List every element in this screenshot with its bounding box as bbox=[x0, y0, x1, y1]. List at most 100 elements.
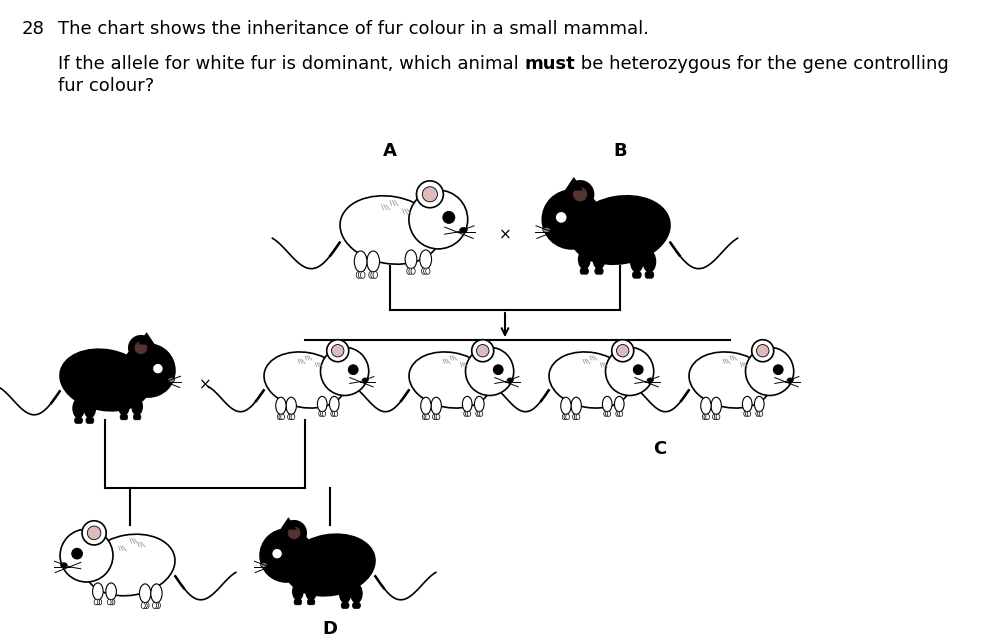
Ellipse shape bbox=[78, 417, 83, 424]
Circle shape bbox=[572, 187, 587, 202]
Ellipse shape bbox=[141, 602, 145, 609]
Ellipse shape bbox=[84, 399, 96, 418]
Circle shape bbox=[82, 521, 106, 545]
Text: fur colour?: fur colour? bbox=[58, 77, 154, 95]
Ellipse shape bbox=[132, 398, 143, 415]
Ellipse shape bbox=[308, 599, 311, 605]
Ellipse shape bbox=[582, 268, 586, 274]
Ellipse shape bbox=[712, 414, 716, 420]
Circle shape bbox=[321, 347, 369, 396]
Ellipse shape bbox=[369, 272, 374, 278]
Ellipse shape bbox=[281, 414, 285, 420]
Ellipse shape bbox=[88, 417, 92, 424]
Ellipse shape bbox=[371, 272, 376, 278]
Ellipse shape bbox=[466, 411, 469, 417]
Ellipse shape bbox=[636, 272, 641, 278]
Ellipse shape bbox=[578, 250, 590, 269]
Ellipse shape bbox=[759, 411, 762, 417]
Ellipse shape bbox=[464, 411, 468, 417]
Ellipse shape bbox=[323, 411, 326, 417]
Circle shape bbox=[87, 526, 101, 540]
Ellipse shape bbox=[424, 268, 428, 274]
Circle shape bbox=[417, 181, 444, 208]
Ellipse shape bbox=[363, 378, 369, 382]
Circle shape bbox=[751, 339, 774, 362]
Circle shape bbox=[153, 364, 163, 374]
Ellipse shape bbox=[276, 397, 286, 415]
Circle shape bbox=[409, 190, 468, 249]
Ellipse shape bbox=[742, 396, 752, 412]
Ellipse shape bbox=[634, 272, 639, 278]
Ellipse shape bbox=[333, 411, 336, 417]
Ellipse shape bbox=[468, 411, 471, 417]
Ellipse shape bbox=[341, 602, 346, 609]
Ellipse shape bbox=[373, 272, 378, 278]
Circle shape bbox=[555, 212, 567, 223]
Circle shape bbox=[272, 549, 283, 559]
Circle shape bbox=[633, 365, 643, 375]
Ellipse shape bbox=[140, 584, 151, 603]
Ellipse shape bbox=[700, 397, 711, 415]
Circle shape bbox=[472, 339, 494, 362]
Ellipse shape bbox=[96, 599, 100, 605]
Circle shape bbox=[288, 526, 301, 540]
Ellipse shape bbox=[286, 397, 297, 415]
Ellipse shape bbox=[605, 411, 609, 417]
Ellipse shape bbox=[345, 602, 349, 609]
Ellipse shape bbox=[574, 414, 578, 420]
Ellipse shape bbox=[599, 268, 603, 274]
Polygon shape bbox=[565, 177, 582, 190]
Ellipse shape bbox=[564, 414, 567, 420]
Circle shape bbox=[477, 345, 489, 357]
Ellipse shape bbox=[109, 599, 113, 605]
Ellipse shape bbox=[409, 268, 414, 274]
Ellipse shape bbox=[478, 411, 481, 417]
Ellipse shape bbox=[145, 602, 149, 609]
Ellipse shape bbox=[296, 599, 300, 605]
Ellipse shape bbox=[357, 602, 361, 609]
Ellipse shape bbox=[426, 268, 430, 274]
Ellipse shape bbox=[137, 414, 141, 420]
Circle shape bbox=[134, 341, 148, 355]
Ellipse shape bbox=[310, 599, 313, 605]
Ellipse shape bbox=[367, 251, 380, 272]
Ellipse shape bbox=[264, 352, 346, 408]
Circle shape bbox=[129, 336, 153, 360]
Ellipse shape bbox=[407, 268, 411, 274]
Text: ×: × bbox=[199, 378, 212, 392]
Ellipse shape bbox=[421, 397, 431, 415]
Ellipse shape bbox=[754, 396, 764, 412]
Ellipse shape bbox=[422, 268, 426, 274]
Text: D: D bbox=[323, 620, 338, 638]
Circle shape bbox=[277, 550, 281, 554]
Ellipse shape bbox=[61, 563, 67, 567]
Ellipse shape bbox=[98, 599, 102, 605]
Text: A: A bbox=[383, 142, 397, 160]
Ellipse shape bbox=[463, 396, 473, 412]
Ellipse shape bbox=[94, 599, 98, 605]
Ellipse shape bbox=[570, 196, 670, 264]
Ellipse shape bbox=[143, 602, 147, 609]
Ellipse shape bbox=[632, 272, 637, 278]
Polygon shape bbox=[281, 518, 296, 529]
Ellipse shape bbox=[617, 411, 621, 417]
Ellipse shape bbox=[756, 411, 759, 417]
Ellipse shape bbox=[293, 583, 303, 600]
Circle shape bbox=[494, 365, 503, 375]
Ellipse shape bbox=[619, 411, 622, 417]
Ellipse shape bbox=[290, 414, 293, 420]
Ellipse shape bbox=[111, 599, 115, 605]
Ellipse shape bbox=[565, 414, 569, 420]
Ellipse shape bbox=[420, 250, 432, 269]
Ellipse shape bbox=[60, 349, 150, 411]
Circle shape bbox=[260, 529, 313, 582]
Ellipse shape bbox=[343, 602, 348, 609]
Ellipse shape bbox=[409, 352, 491, 408]
Ellipse shape bbox=[607, 411, 610, 417]
Ellipse shape bbox=[705, 414, 709, 420]
Ellipse shape bbox=[353, 602, 357, 609]
Ellipse shape bbox=[745, 411, 749, 417]
Ellipse shape bbox=[711, 397, 721, 415]
Ellipse shape bbox=[460, 228, 468, 232]
Ellipse shape bbox=[361, 272, 365, 278]
